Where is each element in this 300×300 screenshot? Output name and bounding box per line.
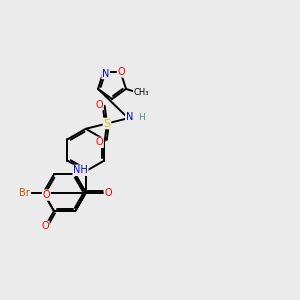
Text: S: S (103, 118, 111, 128)
Text: O: O (95, 137, 103, 147)
Text: CH₃: CH₃ (134, 88, 149, 97)
Text: N: N (102, 69, 110, 79)
Text: H: H (138, 112, 145, 122)
Text: O: O (117, 67, 125, 77)
Text: NH: NH (73, 165, 88, 175)
Text: N: N (126, 112, 133, 122)
Text: O: O (43, 190, 50, 200)
Text: Br: Br (20, 188, 30, 198)
Text: O: O (95, 100, 103, 110)
Text: O: O (104, 188, 112, 198)
Text: O: O (41, 221, 49, 231)
